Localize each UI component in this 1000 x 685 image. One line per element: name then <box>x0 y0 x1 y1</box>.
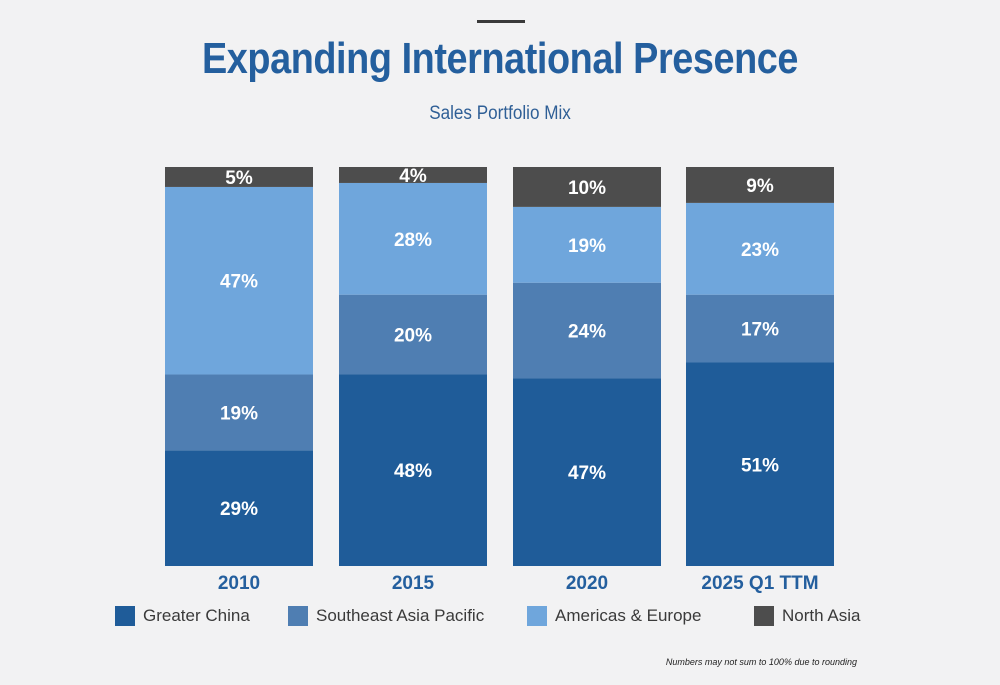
bar-segment-2020-north-asia <box>513 167 661 207</box>
data-label-2015-north-asia: 4% <box>399 166 427 187</box>
bar-segment-2020-greater-china <box>513 378 661 566</box>
bar-segment-2015-americas-europe <box>339 182 487 295</box>
bar-segment-2015-north-asia <box>339 167 487 183</box>
category-label-2015: 2015 <box>392 573 435 594</box>
category-label-2025-q1-ttm: 2025 Q1 TTM <box>701 573 818 594</box>
bar-segment-2025-q1-ttm-north-asia <box>686 167 834 203</box>
data-label-2015-southeast-asia-pacific: 20% <box>394 326 432 347</box>
legend-swatch-north-asia <box>754 606 774 626</box>
data-label-2025-q1-ttm-southeast-asia-pacific: 17% <box>741 320 779 341</box>
top-divider <box>477 20 525 23</box>
bar-segment-2010-north-asia <box>165 167 313 187</box>
legend-item-southeast-asia-pacific: Southeast Asia Pacific <box>288 606 484 626</box>
bar-segment-2015-southeast-asia-pacific <box>339 294 487 375</box>
category-label-2010: 2010 <box>218 573 260 594</box>
data-label-2010-greater-china: 29% <box>220 499 258 520</box>
data-label-2010-southeast-asia-pacific: 19% <box>220 403 258 424</box>
legend-item-greater-china: Greater China <box>115 606 250 626</box>
legend-label-southeast-asia-pacific: Southeast Asia Pacific <box>316 606 485 625</box>
legend-label-greater-china: Greater China <box>143 606 250 625</box>
data-label-2015-americas-europe: 28% <box>394 230 432 251</box>
bar-segment-2025-q1-ttm-americas-europe <box>686 202 834 295</box>
data-label-2020-north-asia: 10% <box>568 178 606 199</box>
legend-item-north-asia: North Asia <box>754 606 860 626</box>
bar-segment-2020-southeast-asia-pacific <box>513 282 661 379</box>
legend-swatch-southeast-asia-pacific <box>288 606 308 626</box>
category-label-2020: 2020 <box>566 573 608 594</box>
data-label-2010-americas-europe: 47% <box>220 272 258 293</box>
bar-segment-2010-americas-europe <box>165 186 313 375</box>
bar-segment-2010-greater-china <box>165 450 313 566</box>
legend-swatch-greater-china <box>115 606 135 626</box>
bar-segment-2010-southeast-asia-pacific <box>165 374 313 451</box>
data-label-2025-q1-ttm-greater-china: 51% <box>741 455 779 476</box>
chart-legend: Greater China Southeast Asia Pacific Ame… <box>0 606 1000 630</box>
data-label-2020-greater-china: 47% <box>568 463 606 484</box>
data-label-2010-north-asia: 5% <box>225 168 253 189</box>
footnote: Numbers may not sum to 100% due to round… <box>665 657 857 667</box>
bar-segment-2025-q1-ttm-greater-china <box>686 362 834 566</box>
legend-swatch-americas-europe <box>527 606 547 626</box>
legend-label-north-asia: North Asia <box>782 606 861 625</box>
bar-segment-2015-greater-china <box>339 374 487 566</box>
page-title: Expanding International Presence <box>201 34 799 83</box>
data-label-2025-q1-ttm-americas-europe: 23% <box>741 240 779 261</box>
legend-label-americas-europe: Americas & Europe <box>555 606 702 625</box>
legend-item-americas-europe: Americas & Europe <box>527 606 701 626</box>
page-subtitle: Sales Portfolio Mix <box>429 103 571 124</box>
data-label-2025-q1-ttm-north-asia: 9% <box>746 176 774 197</box>
bar-segment-2025-q1-ttm-southeast-asia-pacific <box>686 294 834 363</box>
data-label-2015-greater-china: 48% <box>394 461 432 482</box>
data-label-2020-americas-europe: 19% <box>568 236 606 257</box>
stacked-bar-chart: 29% 19% 47% 5% 2010 48% 20% 28% 4% 2015 47% 24% 19% 1… <box>165 166 834 594</box>
data-label-2020-southeast-asia-pacific: 24% <box>568 322 606 343</box>
bar-segment-2020-americas-europe <box>513 206 661 283</box>
